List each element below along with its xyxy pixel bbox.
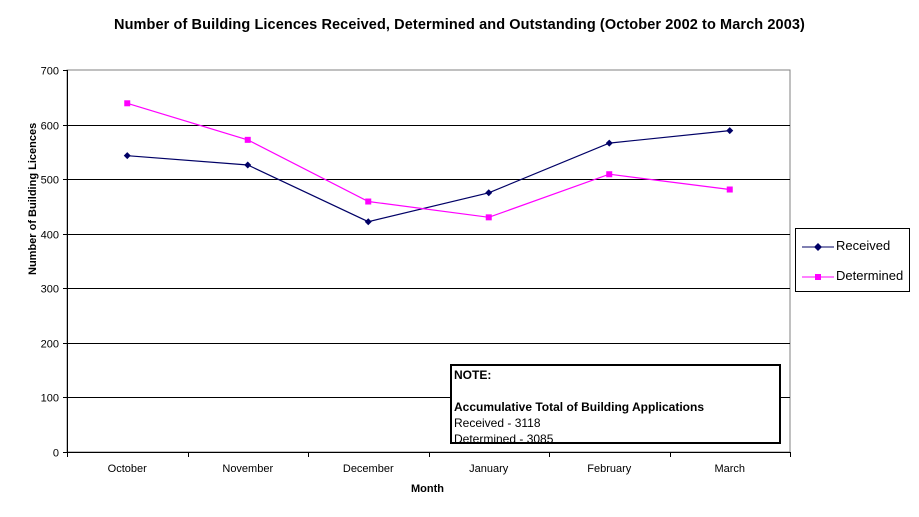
data-point-received [605, 139, 613, 147]
data-point-determined [365, 198, 372, 205]
legend-marker-determined [802, 274, 834, 280]
y-tick-label: 500 [41, 175, 59, 187]
y-tick-label: 200 [41, 339, 59, 351]
data-point-determined [485, 214, 492, 221]
data-point-determined [244, 136, 251, 143]
legend-label-received: Received [836, 238, 891, 253]
series-line-received [127, 130, 730, 223]
y-tick-label: 0 [53, 448, 59, 460]
y-axis-label: Number of Building Licences [27, 122, 39, 275]
note-subheading: Accumulative Total of Building Applicati… [454, 400, 705, 414]
data-point-received [726, 127, 734, 135]
data-point-received [485, 189, 493, 197]
legend: Received Determined [795, 228, 910, 292]
data-point-determined [606, 171, 613, 178]
x-tick-label: October [108, 463, 147, 475]
x-axis-label: Month [411, 483, 444, 495]
x-tick-label: February [587, 463, 632, 475]
x-tick-label: November [222, 463, 273, 475]
chart-title: Number of Building Licences Received, De… [114, 17, 805, 33]
data-point-received [364, 218, 372, 226]
y-tick-label: 600 [41, 121, 59, 133]
y-tick-label: 400 [41, 230, 59, 242]
data-point-determined [124, 100, 131, 107]
note-spacer [454, 383, 779, 399]
x-tick-label: January [469, 463, 509, 475]
data-point-received [123, 152, 131, 160]
y-tick-label: 300 [41, 284, 59, 296]
legend-marker-received [802, 243, 834, 251]
x-tick-label: March [714, 463, 745, 475]
note-determined-total: Determined - 3085 [454, 432, 554, 446]
legend-label-determined: Determined [836, 268, 904, 283]
y-tick-label: 700 [41, 66, 59, 78]
note-box: NOTE: Accumulative Total of Building App… [450, 364, 781, 446]
legend-item-determined: Determined [796, 267, 911, 287]
x-tick-label: December [343, 463, 394, 475]
y-tick-label: 100 [41, 393, 59, 405]
data-point-received [244, 161, 252, 169]
note-heading: NOTE: [454, 368, 492, 382]
series-line-determined [127, 102, 730, 218]
note-received-total: Received - 3118 [454, 416, 541, 430]
data-point-determined [726, 186, 733, 193]
legend-item-received: Received [796, 237, 911, 257]
